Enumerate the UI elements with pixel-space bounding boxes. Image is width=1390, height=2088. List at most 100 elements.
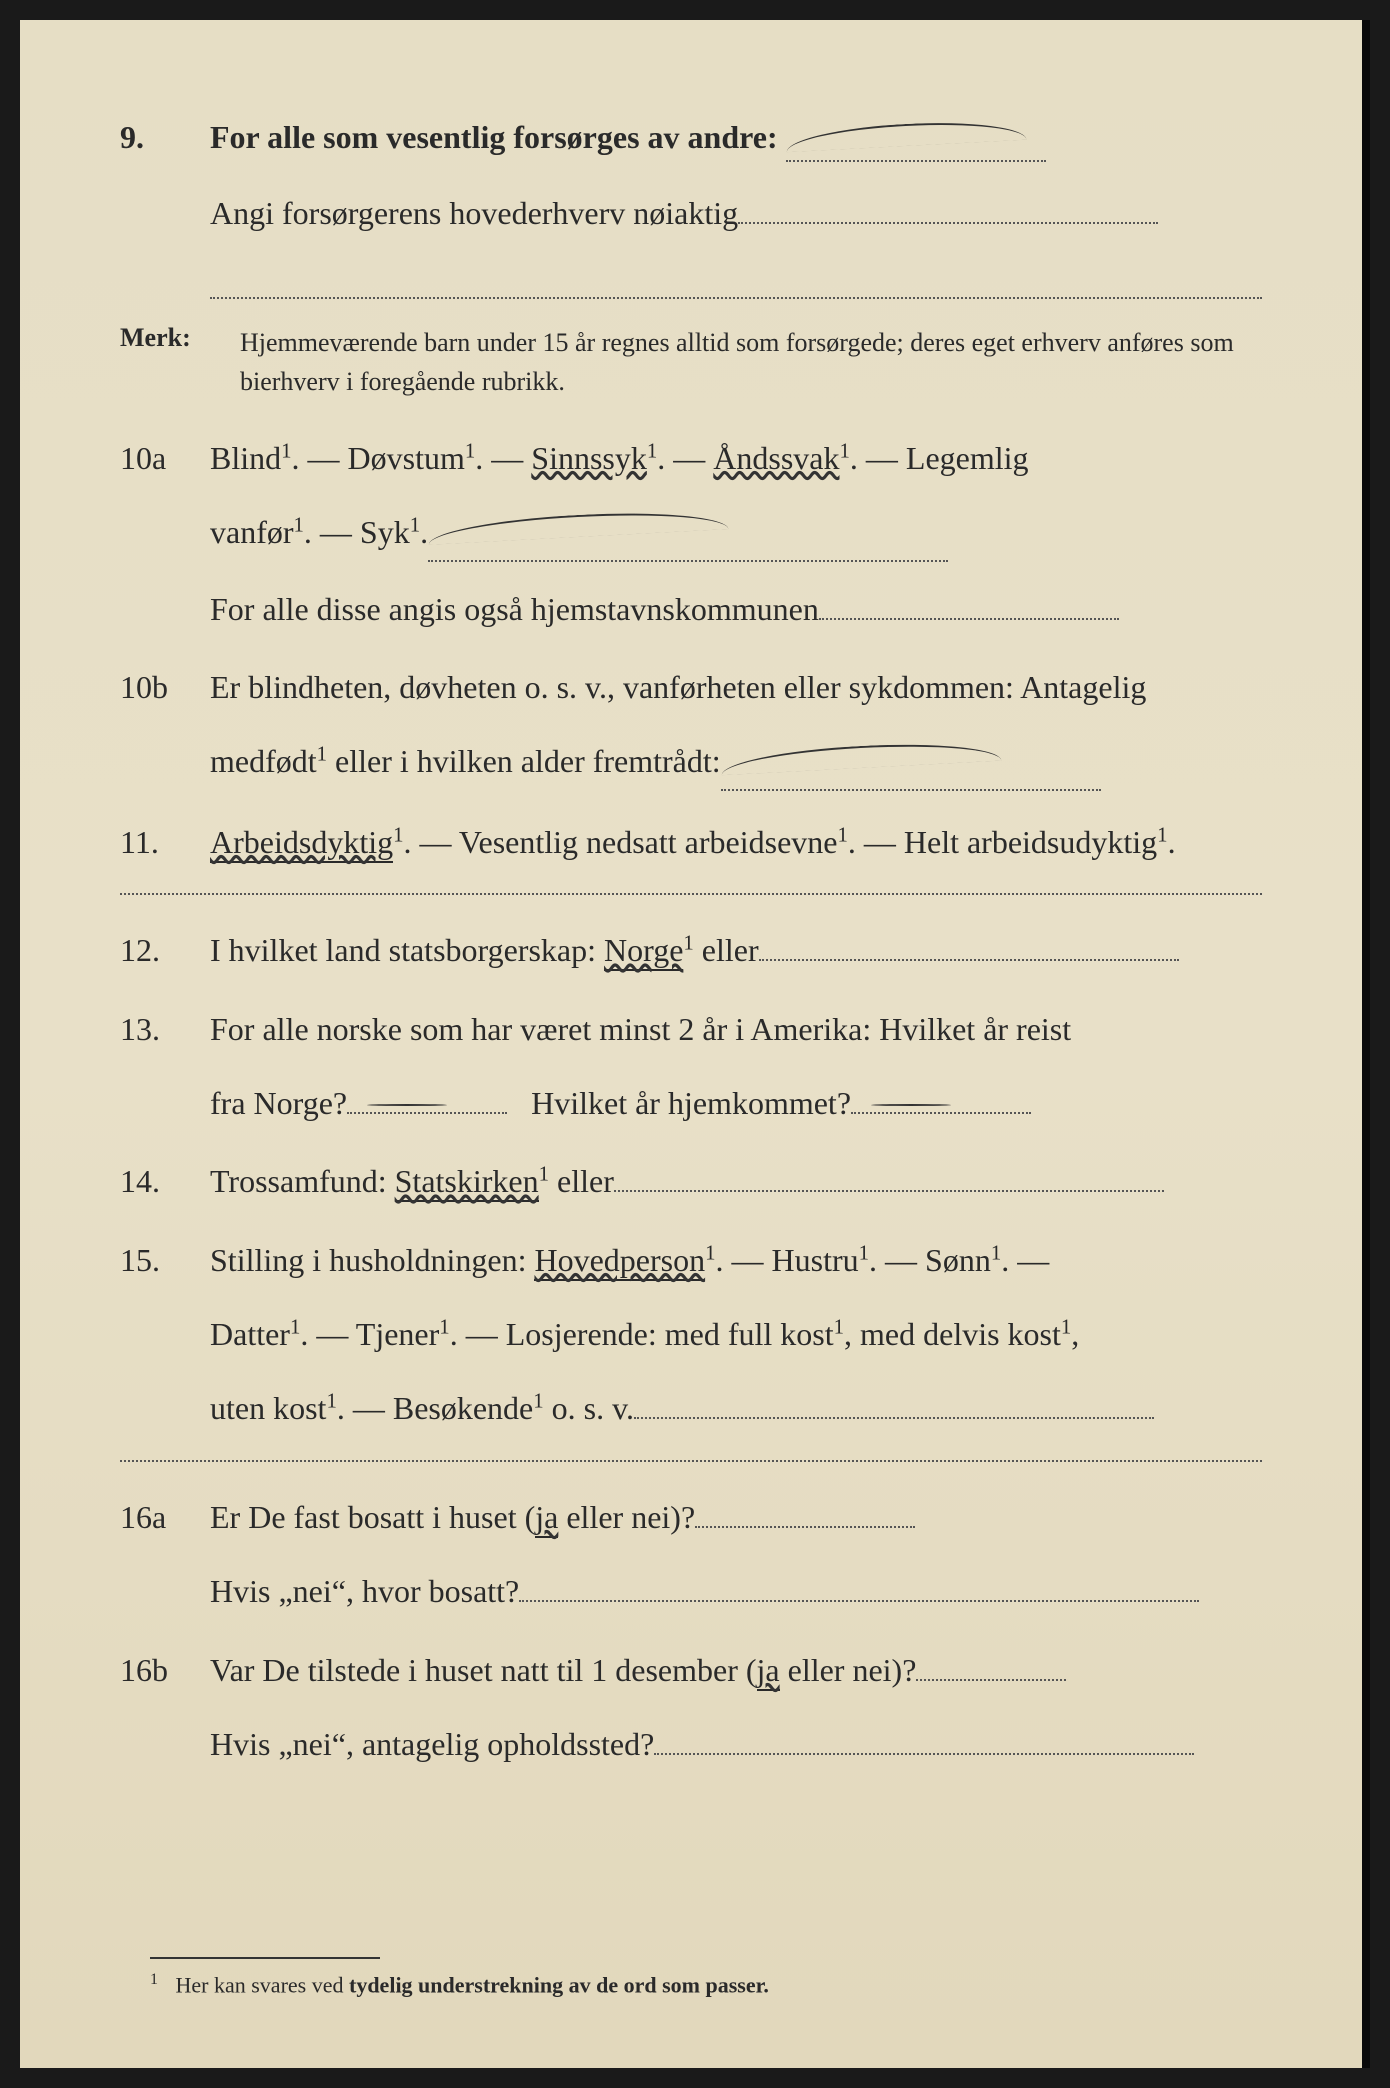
q9-number: 9. xyxy=(120,110,210,299)
q16b-blank2 xyxy=(654,1753,1194,1755)
q10a-syk: Syk xyxy=(360,514,410,550)
q16a-text1: Er De fast bosatt i huset ( xyxy=(210,1499,535,1535)
q15-delvis: , med delvis kost xyxy=(844,1316,1061,1352)
q16b-content: Var De tilstede i huset natt til 1 desem… xyxy=(210,1643,1262,1772)
q16a-text2: eller nei)? xyxy=(558,1499,695,1535)
q15-osv: o. s. v. xyxy=(544,1390,634,1426)
q11-opt1: Arbeidsdyktig xyxy=(210,824,393,863)
q15-line3: uten kost1. — Besøkende1 o. s. v. xyxy=(210,1381,1262,1435)
question-11: 11. Arbeidsdyktig1. — Vesentlig nedsatt … xyxy=(120,815,1262,869)
q15-datter: Datter xyxy=(210,1316,290,1352)
footnote: 1 Her kan svares ved tydelig understrekn… xyxy=(150,1957,1262,1998)
census-form-page: 9. For alle som vesentlig forsørges av a… xyxy=(20,20,1370,2068)
q16a-blank2 xyxy=(519,1600,1199,1602)
q9-line1: For alle som vesentlig forsørges av andr… xyxy=(210,119,778,155)
q10a-opt-legemlig: Legemlig xyxy=(906,440,1029,476)
q15-losjerende: Losjerende: med full kost xyxy=(506,1316,834,1352)
q15-line2: Datter1. — Tjener1. — Losjerende: med fu… xyxy=(210,1307,1262,1361)
q16a-number: 16a xyxy=(120,1490,210,1619)
q10b-number: 10b xyxy=(120,660,210,791)
question-10a: 10a Blind1. — Døvstum1. — Sinnssyk1. — Å… xyxy=(120,431,1262,636)
q16b-line2: Hvis „nei“, antagelig opholdssted? xyxy=(210,1726,654,1762)
q10a-number: 10a xyxy=(120,431,210,636)
q12-content: I hvilket land statsborgerskap: Norge1 e… xyxy=(210,923,1262,977)
q9-blank-line3 xyxy=(210,271,1262,299)
q10a-line3: For alle disse angis også hjemstavnskomm… xyxy=(210,591,819,627)
q9-line2-wrap: Angi forsørgerens hovederhverv nøiaktig xyxy=(210,186,1262,240)
q14-content: Trossamfund: Statskirken1 eller xyxy=(210,1154,1262,1208)
merk-label: Merk: xyxy=(120,323,240,401)
q12-text1: I hvilket land statsborgerskap: xyxy=(210,932,604,968)
q14-number: 14. xyxy=(120,1154,210,1208)
q13-line2: fra Norge? Hvilket år hjemkommet? xyxy=(210,1076,1262,1130)
q15-blank xyxy=(634,1417,1154,1419)
footnote-text: Her kan svares ved tydelig understreknin… xyxy=(176,1972,769,1997)
q10a-line3-wrap: For alle disse angis også hjemstavnskomm… xyxy=(210,582,1262,636)
q14-text2: eller xyxy=(549,1163,614,1199)
q15-content: Stilling i husholdningen: Hovedperson1. … xyxy=(210,1233,1262,1436)
q16a-ja: ja xyxy=(535,1499,558,1538)
q16a-line2-wrap: Hvis „nei“, hvor bosatt? xyxy=(210,1564,1262,1618)
q12-norge: Norge xyxy=(604,932,683,971)
divider-1 xyxy=(120,893,1262,895)
q16b-blank1 xyxy=(916,1679,1066,1681)
question-9: 9. For alle som vesentlig forsørges av a… xyxy=(120,110,1262,299)
divider-2 xyxy=(120,1460,1262,1462)
question-16a: 16a Er De fast bosatt i huset (ja eller … xyxy=(120,1490,1262,1619)
q14-statskirken: Statskirken xyxy=(395,1163,539,1202)
q16b-text1: Var De tilstede i huset natt til 1 desem… xyxy=(210,1652,757,1688)
q15-text1: Stilling i husholdningen: xyxy=(210,1242,534,1278)
q16b-text2: eller nei)? xyxy=(780,1652,917,1688)
q10b-line2: medfødt1 eller i hvilken alder fremtrådt… xyxy=(210,734,1262,790)
q15-sonn: Sønn xyxy=(925,1242,991,1278)
question-10b: 10b Er blindheten, døvheten o. s. v., va… xyxy=(120,660,1262,791)
merk-text: Hjemmeværende barn under 15 år regnes al… xyxy=(240,323,1262,401)
q11-number: 11. xyxy=(120,815,210,869)
q10a-opt-sinnssyk: Sinnssyk xyxy=(531,440,647,476)
q11-content: Arbeidsdyktig1. — Vesentlig nedsatt arbe… xyxy=(210,815,1262,869)
q14-text1: Trossamfund: xyxy=(210,1163,395,1199)
footnote-marker: 1 xyxy=(150,1971,158,1988)
q13-text2b: Hvilket år hjemkommet? xyxy=(531,1085,851,1121)
q13-mark1 xyxy=(367,1104,447,1106)
q10a-blank-line3 xyxy=(819,618,1119,620)
footnote-rule xyxy=(150,1957,380,1959)
q15-hustru: Hustru xyxy=(772,1242,859,1278)
q13-mark2 xyxy=(871,1104,951,1106)
merk-note: Merk: Hjemmeværende barn under 15 år reg… xyxy=(120,323,1262,401)
q10a-opt-dovstum: Døvstum xyxy=(348,440,465,476)
q12-blank xyxy=(759,959,1179,961)
q10a-opt-andssvak: Åndssvak xyxy=(713,440,839,476)
q10b-blank xyxy=(721,734,1101,790)
q15-hovedperson: Hovedperson xyxy=(534,1242,705,1281)
q9-squiggle xyxy=(786,124,1026,144)
q10b-text2b: eller i hvilken alder fremtrådt: xyxy=(327,743,721,779)
q13-blank2 xyxy=(851,1112,1031,1114)
q16b-ja: ja xyxy=(757,1652,780,1691)
q10a-blank-syk xyxy=(428,505,948,561)
question-15: 15. Stilling i husholdningen: Hovedperso… xyxy=(120,1233,1262,1436)
q15-utenkost: uten kost xyxy=(210,1390,326,1426)
q16b-number: 16b xyxy=(120,1643,210,1772)
q16a-content: Er De fast bosatt i huset (ja eller nei)… xyxy=(210,1490,1262,1619)
q15-number: 15. xyxy=(120,1233,210,1436)
q16a-line2: Hvis „nei“, hvor bosatt? xyxy=(210,1573,519,1609)
q16a-blank1 xyxy=(695,1526,915,1528)
q10b-squiggle xyxy=(721,746,1001,766)
q11-opt2: Vesentlig nedsatt arbeidsevne xyxy=(459,824,838,860)
q13-number: 13. xyxy=(120,1002,210,1131)
q13-text2a: fra Norge? xyxy=(210,1085,347,1121)
q13-text1: For alle norske som har været minst 2 år… xyxy=(210,1011,1071,1047)
q12-text2: eller xyxy=(694,932,759,968)
q9-content: For alle som vesentlig forsørges av andr… xyxy=(210,110,1262,299)
question-14: 14. Trossamfund: Statskirken1 eller xyxy=(120,1154,1262,1208)
q10a-vanfor: vanfør xyxy=(210,514,294,550)
question-16b: 16b Var De tilstede i huset natt til 1 d… xyxy=(120,1643,1262,1772)
q10b-medfodt: medfødt xyxy=(210,743,317,779)
q11-opt3: Helt arbeidsudyktig xyxy=(904,824,1157,860)
question-12: 12. I hvilket land statsborgerskap: Norg… xyxy=(120,923,1262,977)
q10b-text1: Er blindheten, døvheten o. s. v., vanfør… xyxy=(210,669,1146,705)
q9-line2: Angi forsørgerens hovederhverv nøiaktig xyxy=(210,195,738,231)
q13-blank1 xyxy=(347,1112,507,1114)
q9-blank-line2 xyxy=(738,222,1158,224)
